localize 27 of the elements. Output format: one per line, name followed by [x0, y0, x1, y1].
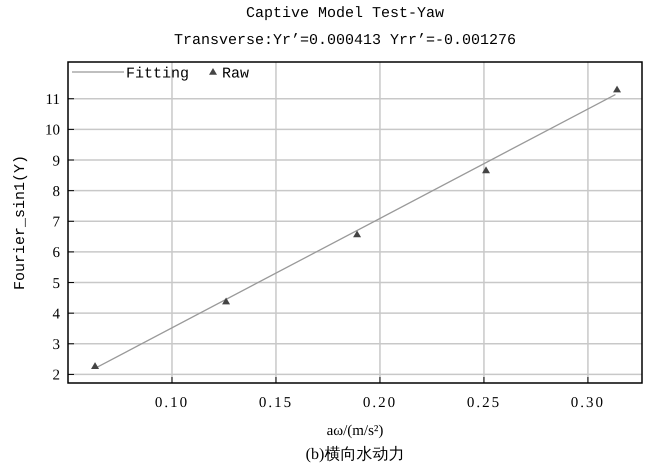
legend-label: Fitting [126, 65, 190, 82]
y-tick-label: 7 [52, 214, 60, 231]
x-tick-label: 0.10 [154, 395, 190, 411]
y-axis-title: Fourier_sin1(Y) [12, 154, 29, 290]
y-tick-label: 6 [52, 245, 60, 262]
y-tick-label: 4 [52, 306, 60, 322]
point [482, 166, 490, 174]
x-tick-label: 0.30 [570, 395, 606, 411]
point [222, 298, 230, 304]
x-axis-title: aω/(m/s²) [326, 423, 384, 439]
x-tick-label: 0.15 [258, 395, 294, 411]
y-tick-label: 8 [52, 184, 60, 200]
chart-title: Captive Model Test-Yaw [246, 5, 444, 22]
y-tick-label: 10 [45, 122, 60, 139]
chart-subtitle: Transverse:Yr’=0.000413 Yrr’=-0.001276 [174, 32, 516, 49]
x-tick-label: 0.25 [466, 395, 502, 411]
point [91, 362, 100, 369]
y-tick-label: 2 [52, 368, 60, 384]
legend-label: Raw [222, 65, 250, 82]
y-tick-label: 3 [52, 337, 60, 354]
text: (b)横向水动力 [306, 445, 404, 463]
x-tick-label: 0.20 [362, 395, 398, 411]
point [353, 230, 362, 238]
y-tick-label: 9 [52, 153, 60, 170]
y-tick-label: 5 [52, 276, 60, 292]
point [613, 86, 622, 92]
y-tick-label: 11 [46, 92, 60, 108]
